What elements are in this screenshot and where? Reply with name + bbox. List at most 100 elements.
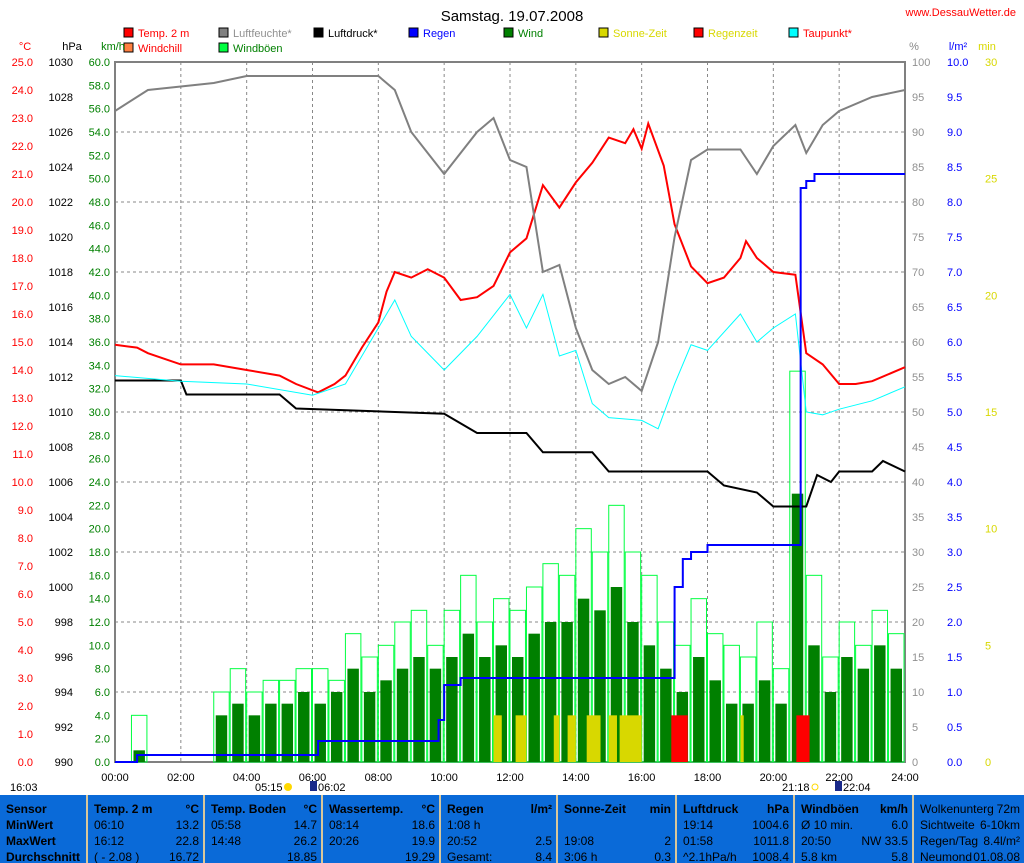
wind-bar bbox=[215, 715, 228, 762]
rain-tick-label: 3.5 bbox=[947, 512, 962, 524]
pressure-tick-label: 1000 bbox=[49, 582, 73, 594]
wind-tick-label: 40.0 bbox=[89, 290, 110, 302]
wind-tick-label: 52.0 bbox=[89, 150, 110, 162]
temp-tick-label: 17.0 bbox=[12, 281, 33, 293]
stats-value: 5.8 bbox=[891, 850, 908, 863]
humidity-tick-label: 10 bbox=[912, 687, 924, 699]
legend-label: Windböen bbox=[233, 43, 283, 55]
chart-title: Samstag. 19.07.2008 bbox=[441, 8, 584, 25]
wind-tick-label: 12.0 bbox=[89, 617, 110, 629]
sunshine-bar bbox=[553, 715, 560, 762]
legend-label: Wind bbox=[518, 28, 543, 40]
stats-value: 1004.6 bbox=[752, 818, 789, 832]
legend-label: Taupunkt* bbox=[803, 28, 853, 40]
legend-swatch bbox=[313, 27, 324, 38]
x-tick-label: 08:00 bbox=[365, 772, 393, 784]
humidity-tick-label: 15 bbox=[912, 652, 924, 664]
wind-bar bbox=[281, 703, 294, 762]
wind-bar bbox=[874, 645, 886, 762]
x-tick-label: 02:00 bbox=[167, 772, 195, 784]
wind-bar bbox=[577, 598, 590, 762]
temp-tick-label: 8.0 bbox=[18, 533, 33, 545]
weather-chart: Samstag. 19.07.2008 www.DessauWetter.de Te… bbox=[10, 7, 1016, 794]
stats-value: 26.2 bbox=[293, 834, 317, 848]
sunrise-time: 05:15 bbox=[255, 782, 283, 794]
temp-tick-label: 15.0 bbox=[12, 337, 33, 349]
stats-row: 3:06 h 0.3 bbox=[564, 849, 671, 863]
stats-row: Windböen km/h bbox=[801, 801, 908, 817]
legend-swatch bbox=[408, 27, 419, 38]
humidity-tick-label: 100 bbox=[912, 57, 930, 69]
temp-tick-label: 21.0 bbox=[12, 169, 33, 181]
rain-tick-label: 4.0 bbox=[947, 477, 962, 489]
legend-swatch bbox=[788, 27, 799, 38]
stats-column: Wolkenunterg 72m Sichtweite 6-10km Regen/Tag… bbox=[914, 795, 1024, 863]
x-tick-label: 22:00 bbox=[825, 772, 853, 784]
stats-value: 6-10km bbox=[979, 818, 1020, 832]
stats-label: 20:50 bbox=[801, 834, 832, 848]
statistics-table: Sensor MinWert MaxWert Durchschnitt Temp. 2 … bbox=[0, 795, 1024, 863]
temp-axis-unit: °C bbox=[19, 41, 31, 53]
legend-label: Regen bbox=[423, 28, 455, 40]
humidity-tick-label: 50 bbox=[912, 407, 924, 419]
stats-column: Luftdruck hPa 19:14 1004.6 01:58 1011.8 ^2.1hP… bbox=[677, 795, 795, 863]
wind-bar bbox=[544, 622, 557, 762]
humidity-tick-label: 5 bbox=[912, 722, 918, 734]
wind-tick-label: 6.0 bbox=[95, 687, 110, 699]
sun-tick-label: 30 bbox=[985, 57, 997, 69]
humidity-tick-label: 75 bbox=[912, 232, 924, 244]
x-tick-label: 24:00 bbox=[891, 772, 919, 784]
wind-tick-label: 50.0 bbox=[89, 174, 110, 186]
humidity-tick-label: 85 bbox=[912, 162, 924, 174]
stats-value: hPa bbox=[766, 802, 789, 816]
legend-label: Windchill bbox=[138, 43, 182, 55]
rain-tick-label: 2.5 bbox=[947, 582, 962, 594]
humidity-tick-label: 40 bbox=[912, 477, 924, 489]
temp-tick-label: 10.0 bbox=[12, 477, 33, 489]
pressure-tick-label: 994 bbox=[55, 687, 73, 699]
wind-bar bbox=[347, 668, 359, 762]
stats-value: NW 33.5 bbox=[861, 834, 908, 848]
stats-label: 5.8 km bbox=[801, 850, 838, 863]
legend-label: Regenzeit bbox=[708, 28, 758, 40]
rain-tick-label: 8.0 bbox=[947, 197, 962, 209]
wind-bar bbox=[429, 668, 442, 762]
wind-tick-label: 56.0 bbox=[89, 104, 110, 116]
stats-row bbox=[564, 817, 671, 833]
x-tick-label: 20:00 bbox=[760, 772, 788, 784]
wind-tick-label: 10.0 bbox=[89, 640, 110, 652]
stats-label: Ø 10 min. bbox=[801, 818, 854, 832]
pressure-tick-label: 1004 bbox=[49, 512, 73, 524]
temp-tick-label: 4.0 bbox=[18, 645, 33, 657]
stats-row: Sonne-Zeit min bbox=[564, 801, 671, 817]
wind-tick-label: 34.0 bbox=[89, 360, 110, 372]
x-tick-label: 06:00 bbox=[299, 772, 327, 784]
stats-label: Sensor bbox=[6, 802, 47, 816]
stats-label: 01:58 bbox=[683, 834, 714, 848]
wind-tick-label: 8.0 bbox=[95, 664, 110, 676]
wind-bar bbox=[133, 750, 145, 762]
stats-label: Neumond bbox=[920, 850, 973, 863]
wind-tick-label: 54.0 bbox=[89, 127, 110, 139]
stats-row: Temp. 2 m °C bbox=[94, 801, 199, 817]
stats-label: 1:08 h bbox=[447, 818, 481, 832]
humidity-tick-label: 25 bbox=[912, 582, 924, 594]
wind-bar bbox=[709, 680, 721, 762]
stats-value: 22.8 bbox=[175, 834, 199, 848]
rain-tick-label: 0.5 bbox=[947, 722, 962, 734]
wind-tick-label: 16.0 bbox=[89, 570, 110, 582]
pressure-tick-label: 1014 bbox=[49, 337, 73, 349]
rain-axis-unit: l/m² bbox=[949, 41, 968, 53]
wind-bar bbox=[742, 703, 754, 762]
sun-tick-label: 0 bbox=[985, 757, 991, 769]
stats-row: Wassertemp. °C bbox=[329, 801, 435, 817]
stats-value: 1008.4 bbox=[752, 850, 789, 863]
wind-bar bbox=[380, 680, 392, 762]
legend-label: Luftfeuchte* bbox=[233, 28, 292, 40]
temp-tick-label: 14.0 bbox=[12, 365, 33, 377]
wind-tick-label: 32.0 bbox=[89, 384, 110, 396]
stats-value: 01.08.08 bbox=[973, 850, 1020, 863]
sun-tick-label: 5 bbox=[985, 640, 991, 652]
temp-tick-label: 1.0 bbox=[18, 729, 33, 741]
